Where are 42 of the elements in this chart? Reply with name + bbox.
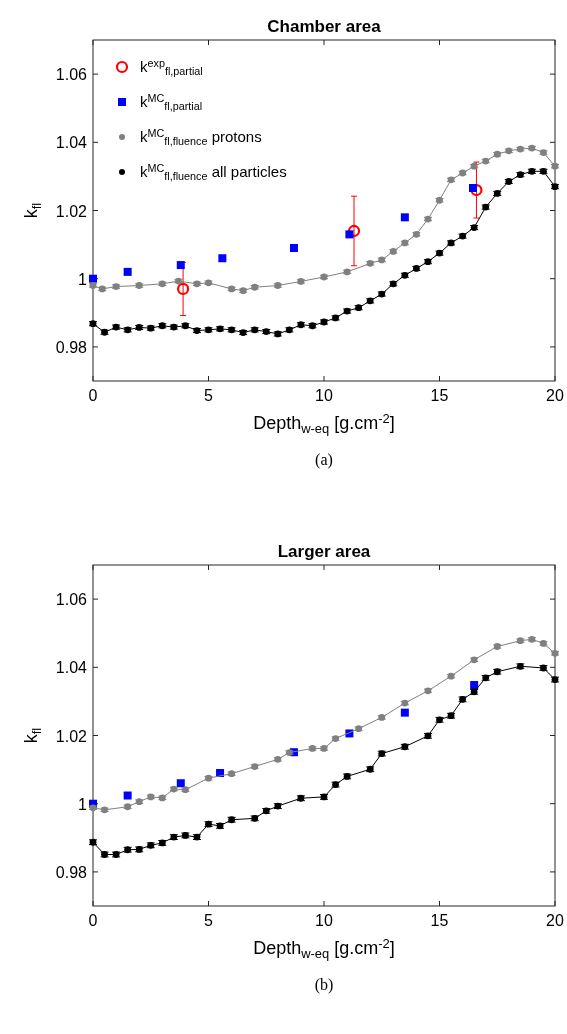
y-tick-label: 1.04 xyxy=(55,134,88,152)
point xyxy=(218,254,227,263)
text: (a) xyxy=(315,451,333,469)
point xyxy=(470,183,483,197)
x-tick-label: 10 xyxy=(315,387,333,404)
y-tick-label: 1.02 xyxy=(55,202,88,220)
y-tick-label: 1.06 xyxy=(55,66,88,84)
point xyxy=(400,213,409,222)
point xyxy=(176,282,190,296)
point xyxy=(176,779,185,788)
x-tick-label: 0 xyxy=(88,912,98,929)
point xyxy=(400,708,409,717)
y-tick-label: 0.98 xyxy=(55,338,88,356)
y-tick-label: 1 xyxy=(78,270,88,288)
point xyxy=(470,681,479,690)
legend-label: k$^{MC}$$_{fl,fluence}$ protons xyxy=(140,127,262,148)
x-axis-title: Depth$_{w-eq}$ [g.cm$^{-2}$] xyxy=(253,411,395,436)
y-tick-label: 0.98 xyxy=(55,863,88,881)
x-axis-title: Depth$_{w-eq}$ [g.cm$^{-2}$] xyxy=(253,936,395,961)
text: (b) xyxy=(314,976,334,994)
x-tick-label: 5 xyxy=(204,912,214,929)
chart-title: Chamber area xyxy=(267,17,382,36)
x-tick-label: 0 xyxy=(88,387,98,404)
y-tick-label: 1 xyxy=(78,795,88,813)
x-tick-label: 20 xyxy=(546,387,564,404)
x-tick-label: 5 xyxy=(204,387,214,404)
point xyxy=(123,791,132,800)
chart-title: Larger area xyxy=(277,542,371,561)
x-tick-label: 10 xyxy=(315,912,333,929)
x-tick-label: 15 xyxy=(430,912,449,929)
y-tick-label: 1.02 xyxy=(55,727,88,745)
point xyxy=(347,224,361,238)
point xyxy=(123,267,132,276)
x-tick-label: 20 xyxy=(546,912,564,929)
point xyxy=(289,244,298,253)
point xyxy=(89,274,97,283)
x-tick-label: 15 xyxy=(430,387,449,404)
legend-label: k$^{MC}$$_{fl,fluence}$ all particles xyxy=(140,162,287,183)
point xyxy=(469,183,477,192)
y-tick-label: 1.04 xyxy=(55,659,88,677)
y-tick-label: 1.06 xyxy=(55,591,88,609)
point xyxy=(345,230,354,239)
